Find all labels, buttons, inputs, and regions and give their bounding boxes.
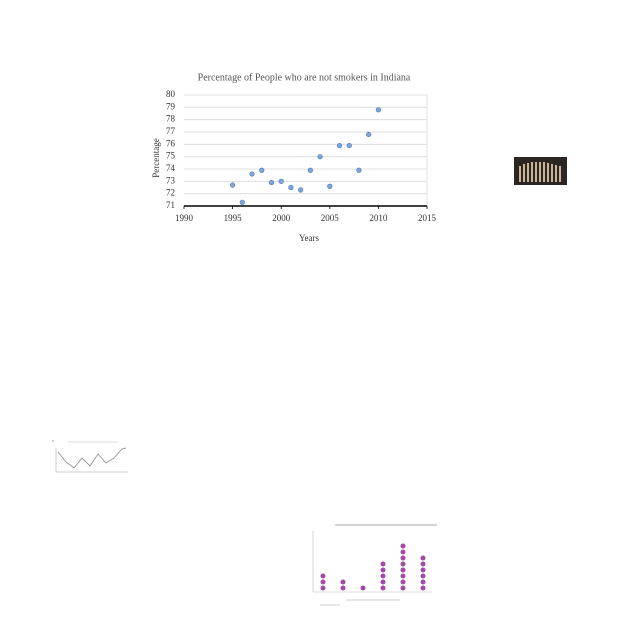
thumbnail-dark <box>514 157 567 185</box>
point <box>346 142 352 149</box>
x-tick-label: 1995 <box>224 213 243 223</box>
x-axis-title: Years <box>299 233 320 243</box>
y-tick-label: 75 <box>166 151 176 161</box>
x-tick-label: 2015 <box>418 213 437 223</box>
y-tick-label: 73 <box>166 175 176 185</box>
y-tick-label: 77 <box>166 126 176 136</box>
point <box>356 167 362 173</box>
point <box>336 142 343 149</box>
point <box>375 107 382 113</box>
y-tick-label: 78 <box>166 114 176 124</box>
chart-title: Percentage of People who are not smokers… <box>198 72 411 83</box>
x-tick-label: 1990 <box>175 213 194 223</box>
point <box>259 167 265 173</box>
point <box>249 171 255 177</box>
x-tick-label: 2000 <box>272 213 291 223</box>
y-axis-title: Percentage <box>151 138 161 177</box>
x-tick-label: 2010 <box>369 213 388 223</box>
point <box>366 131 372 138</box>
y-tick-label: 79 <box>166 101 176 111</box>
y-tick-label: 76 <box>166 138 176 148</box>
y-tick-label: 71 <box>166 200 175 210</box>
point <box>278 178 284 184</box>
x-tick-label: 2005 <box>321 213 340 223</box>
y-tick-label: 72 <box>166 188 175 198</box>
point <box>239 199 245 205</box>
point <box>307 167 313 173</box>
y-tick-label: 80 <box>166 89 176 99</box>
thumbnail-dot-plot <box>312 524 437 606</box>
point <box>268 179 275 186</box>
point <box>327 183 333 189</box>
thumbnail-line-chart <box>52 440 128 473</box>
point <box>230 182 236 188</box>
point <box>298 187 304 193</box>
point <box>288 184 294 191</box>
y-tick-label: 74 <box>166 163 176 173</box>
point <box>317 154 323 160</box>
